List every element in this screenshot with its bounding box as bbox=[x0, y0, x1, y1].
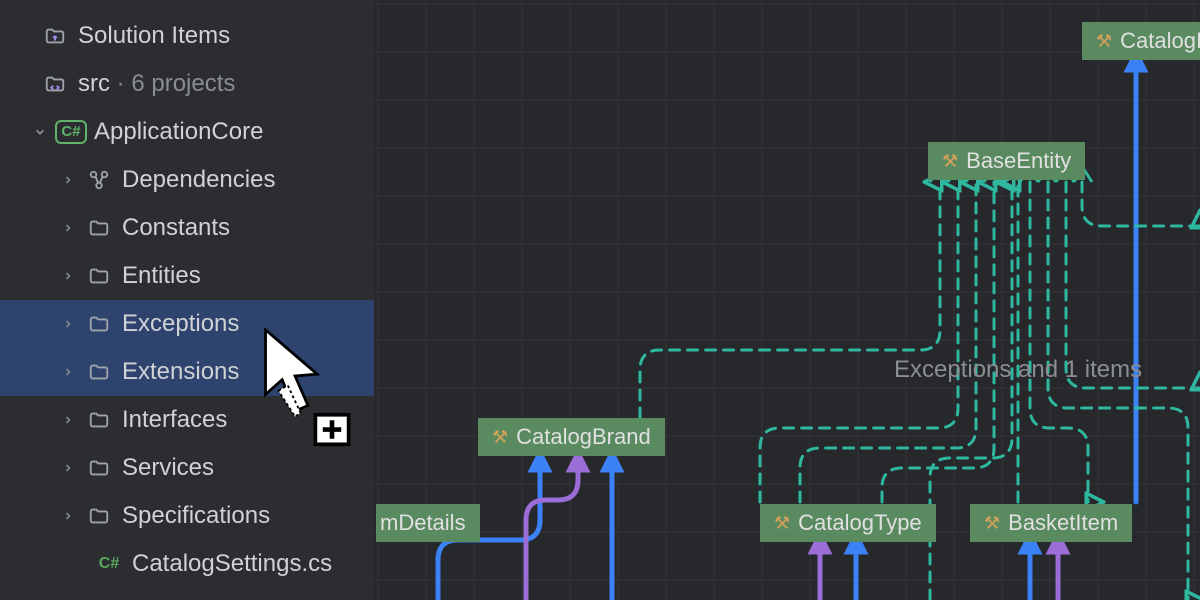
node-label: BaseEntity bbox=[966, 148, 1071, 174]
tree-label: Specifications bbox=[122, 502, 270, 530]
chevron-right-icon bbox=[60, 510, 76, 522]
class-icon: ⚒ bbox=[942, 151, 958, 172]
node-label: CatalogIt bbox=[1120, 28, 1200, 54]
tree-label: Entities bbox=[122, 262, 201, 290]
tree-entities[interactable]: Entities bbox=[0, 252, 374, 300]
node-label: BasketItem bbox=[1008, 510, 1118, 536]
node-label: mDetails bbox=[380, 510, 466, 536]
tree-label: Constants bbox=[122, 214, 230, 242]
project-tree: Solution Items src · 6 projects C# Appli… bbox=[0, 0, 374, 600]
tree-exceptions[interactable]: Exceptions bbox=[0, 300, 374, 348]
folder-icon bbox=[86, 457, 112, 479]
drag-label: Exceptions and 1 items bbox=[894, 356, 1142, 384]
class-icon: ⚒ bbox=[774, 513, 790, 534]
tree-label: Dependencies bbox=[122, 166, 275, 194]
diagram-canvas[interactable]: Exceptions and 1 items ⚒ BaseEntity ⚒ Ca… bbox=[374, 0, 1200, 600]
chevron-right-icon bbox=[60, 174, 76, 186]
tree-services[interactable]: Services bbox=[0, 444, 374, 492]
node-label: CatalogType bbox=[798, 510, 922, 536]
tree-label: src · 6 projects bbox=[78, 70, 235, 98]
node-basket-item[interactable]: ⚒ BasketItem bbox=[970, 504, 1132, 542]
folder-icon bbox=[86, 313, 112, 335]
tree-label: Exceptions bbox=[122, 310, 239, 338]
tree-solution-items[interactable]: Solution Items bbox=[0, 12, 374, 60]
tree-label: Solution Items bbox=[78, 22, 230, 50]
node-m-details[interactable]: mDetails bbox=[376, 504, 480, 542]
tree-extensions[interactable]: Extensions bbox=[0, 348, 374, 396]
folder-icon bbox=[86, 361, 112, 383]
node-catalog-type[interactable]: ⚒ CatalogType bbox=[760, 504, 936, 542]
node-label: CatalogBrand bbox=[516, 424, 651, 450]
folder-icon bbox=[86, 217, 112, 239]
chevron-right-icon bbox=[60, 318, 76, 330]
folder-icon bbox=[86, 409, 112, 431]
tree-dependencies[interactable]: Dependencies bbox=[0, 156, 374, 204]
dependencies-icon bbox=[86, 169, 112, 191]
chevron-right-icon bbox=[60, 366, 76, 378]
chevron-right-icon bbox=[60, 222, 76, 234]
folder-src-icon bbox=[42, 73, 68, 95]
tree-label: Interfaces bbox=[122, 406, 227, 434]
node-catalog-it[interactable]: ⚒ CatalogIt bbox=[1082, 22, 1200, 60]
tree-label: Extensions bbox=[122, 358, 239, 386]
tree-label: ApplicationCore bbox=[94, 118, 263, 146]
tree-constants[interactable]: Constants bbox=[0, 204, 374, 252]
tree-src[interactable]: src · 6 projects bbox=[0, 60, 374, 108]
chevron-right-icon bbox=[60, 462, 76, 474]
class-icon: ⚒ bbox=[984, 513, 1000, 534]
tree-specifications[interactable]: Specifications bbox=[0, 492, 374, 540]
folder-up-icon bbox=[42, 25, 68, 47]
csharp-file-icon: C# bbox=[96, 555, 122, 573]
csharp-badge-icon: C# bbox=[58, 120, 84, 144]
node-base-entity[interactable]: ⚒ BaseEntity bbox=[928, 142, 1085, 180]
tree-project[interactable]: C# ApplicationCore bbox=[0, 108, 374, 156]
class-icon: ⚒ bbox=[492, 427, 508, 448]
tree-interfaces[interactable]: Interfaces bbox=[0, 396, 374, 444]
node-catalog-brand[interactable]: ⚒ CatalogBrand bbox=[478, 418, 665, 456]
chevron-right-icon bbox=[60, 414, 76, 426]
tree-label: CatalogSettings.cs bbox=[132, 550, 332, 578]
folder-icon bbox=[86, 265, 112, 287]
chevron-right-icon bbox=[60, 270, 76, 282]
folder-icon bbox=[86, 505, 112, 527]
chevron-down-icon bbox=[32, 125, 48, 139]
tree-label: Services bbox=[122, 454, 214, 482]
class-icon: ⚒ bbox=[1096, 31, 1112, 52]
tree-file-catalog-settings[interactable]: C# CatalogSettings.cs bbox=[0, 540, 374, 588]
